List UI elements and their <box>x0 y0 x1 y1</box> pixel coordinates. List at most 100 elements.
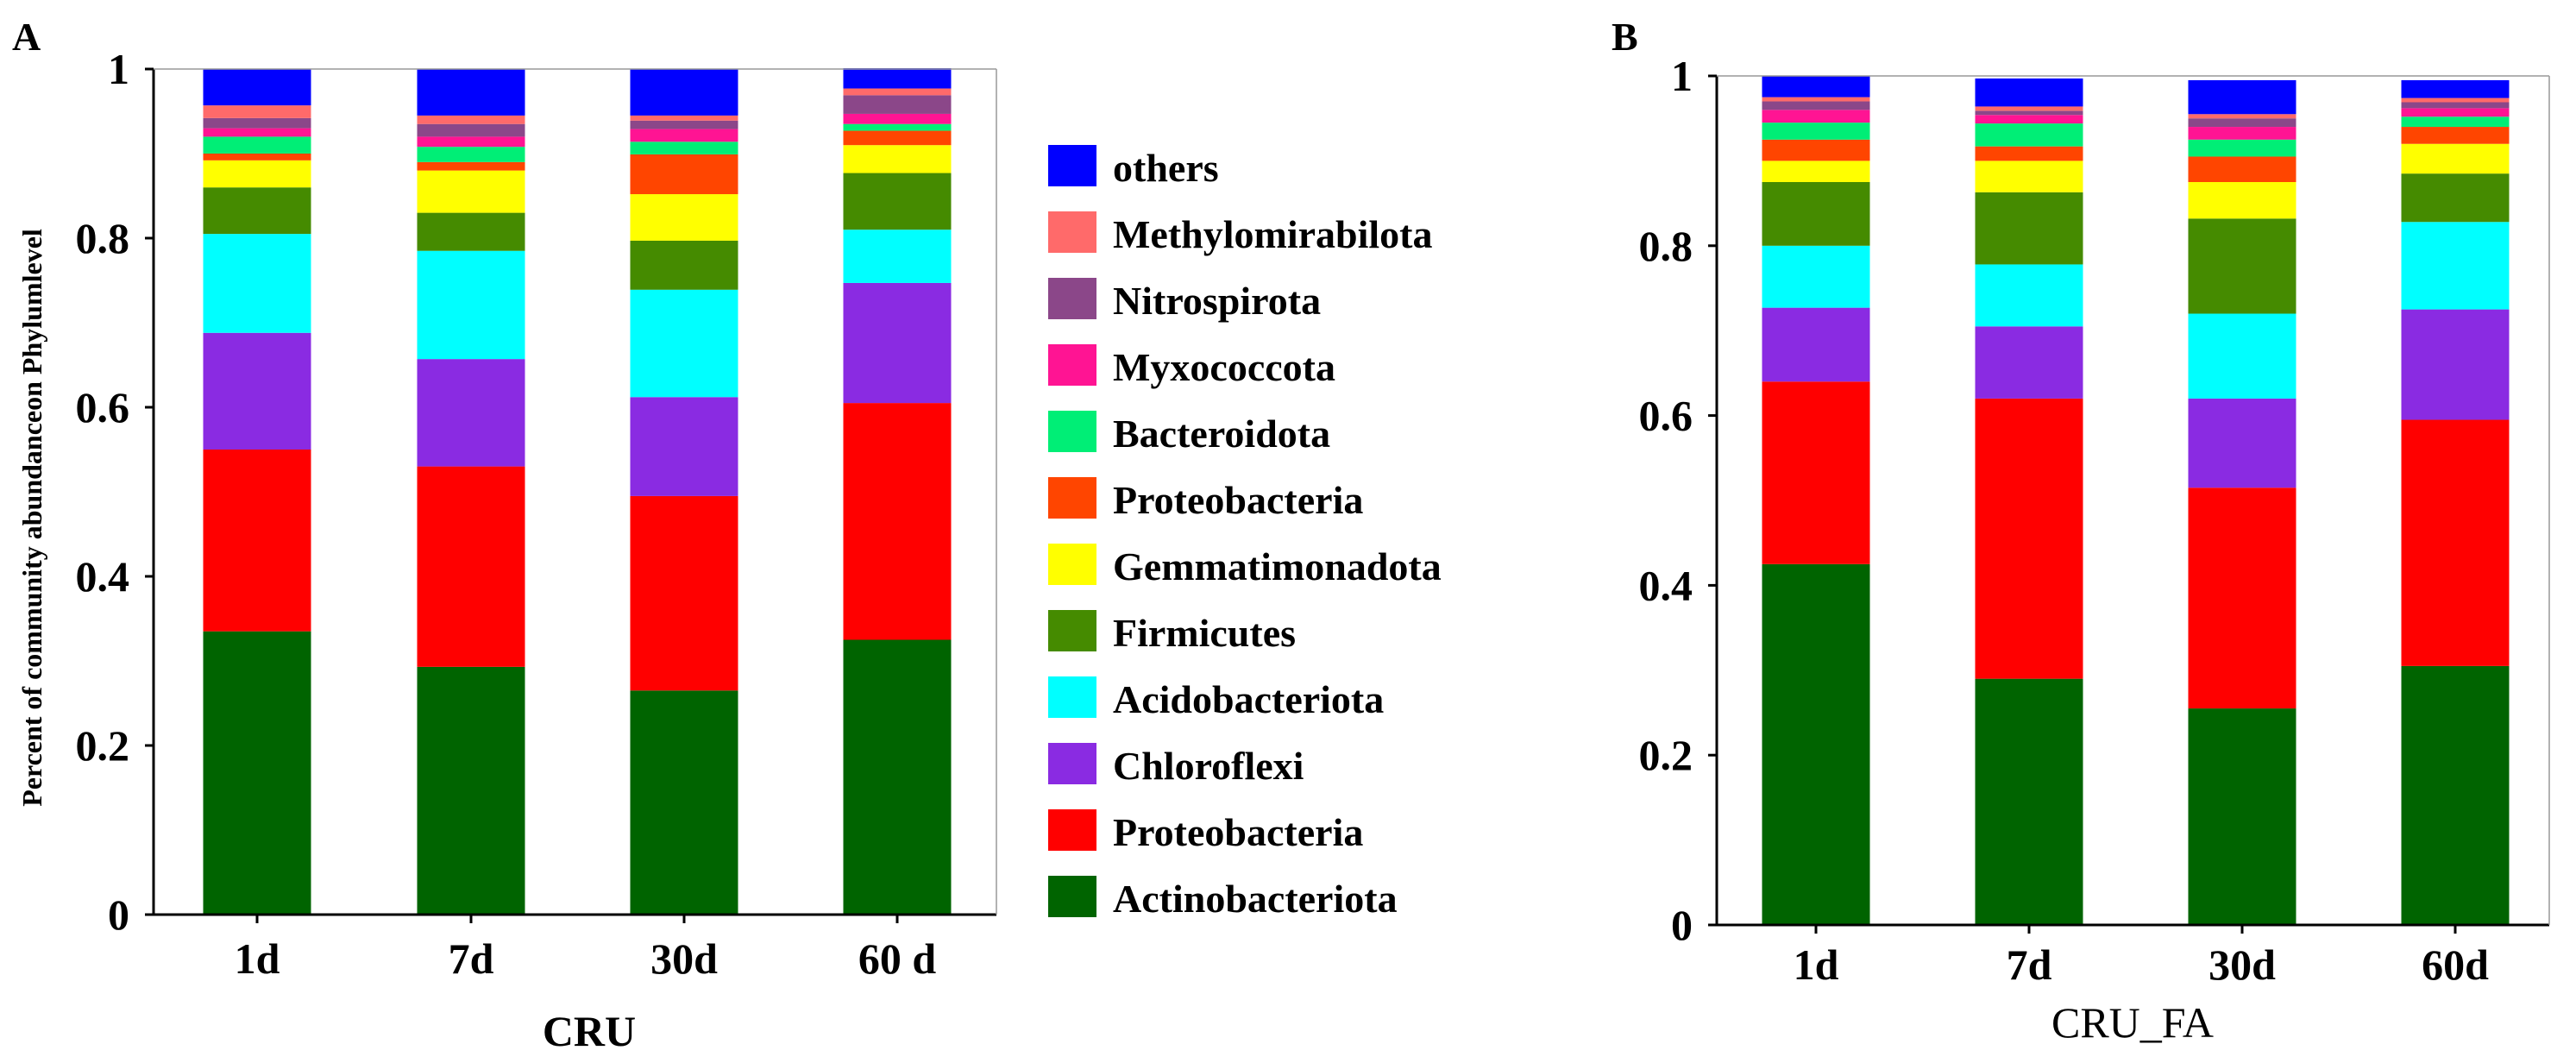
chart-panel-b: B 0 0.2 0.4 0.6 0.8 1 1d 7d 30d 60d CRU_FA <box>1612 15 2550 1047</box>
panel-letter-b: B <box>1612 15 1638 59</box>
bar-segment-a-3-bacteroidota <box>630 142 738 154</box>
bar-segment-a-3-proteobacteria <box>630 154 738 195</box>
y-tick-label: 0.8 <box>76 214 130 262</box>
legend-swatch <box>1048 610 1096 651</box>
legend-swatch <box>1048 876 1096 917</box>
bar-segment-b-1-gemmatimonadota <box>1762 160 1870 182</box>
bars-group-b <box>1762 76 2510 925</box>
bar-segment-a-1-others <box>203 69 311 106</box>
bar-segment-a-3-actinobacteriota <box>630 690 738 915</box>
bar-segment-b-3-firmicutes <box>2188 218 2296 314</box>
bar-segment-a-1-bacteroidota <box>203 136 311 154</box>
bar-segment-a-2-gemmatimonadota <box>417 170 525 213</box>
legend-label: Actinobacteriota <box>1113 877 1398 921</box>
bar-segment-b-1-bacteroidota <box>1762 123 1870 140</box>
bar-segment-b-2-acidobacteriota <box>1975 264 2083 327</box>
legend-label: Myxococcota <box>1113 345 1335 389</box>
bar-segment-b-2-actinobacteriota <box>1975 678 2083 925</box>
bar-segment-b-4-myxococcota <box>2401 108 2510 117</box>
bar-segment-b-1-chloroflexi <box>1762 307 1870 382</box>
y-tick-label: 0.8 <box>1639 222 1693 270</box>
y-tick-label: 0 <box>1671 901 1693 949</box>
bar-segment-b-3-acidobacteriota <box>2188 313 2296 399</box>
bar-segment-a-3-nitrospirota <box>630 120 738 129</box>
bar-segment-a-2-actinobacteriota <box>417 666 525 915</box>
x-tick-label: 1d <box>235 934 280 983</box>
bar-segment-b-3-chloroflexi <box>2188 398 2296 488</box>
bar-segment-a-1-myxococcota <box>203 128 311 137</box>
bar-segment-a-3-myxococcota <box>630 129 738 142</box>
bar-segment-b-3-myxococcota <box>2188 127 2296 140</box>
x-axis-label-a: CRU <box>543 1007 636 1055</box>
legend-label: Acidobacteriota <box>1113 677 1384 721</box>
bar-segment-b-4-methylomirabilota <box>2401 97 2510 103</box>
bar-segment-a-1-proteobacteria <box>203 154 311 160</box>
bar-segment-a-1-proteobacteria <box>203 450 311 632</box>
bar-segment-a-2-acidobacteriota <box>417 250 525 360</box>
bar-segment-b-1-actinobacteriota <box>1762 563 1870 925</box>
bar-segment-b-4-acidobacteriota <box>2401 222 2510 310</box>
bar-segment-b-2-gemmatimonadota <box>1975 160 2083 192</box>
bar-segment-b-1-firmicutes <box>1762 182 1870 246</box>
bar-segment-b-2-firmicutes <box>1975 192 2083 265</box>
chart-panel-a: A Percent of community abundanceon Phylu… <box>12 15 997 1055</box>
axes-a <box>152 68 997 916</box>
bar-segment-a-1-chloroflexi <box>203 332 311 450</box>
legend-label: Nitrospirota <box>1113 279 1321 323</box>
legend-swatch <box>1048 211 1096 253</box>
legend-label: Proteobacteria <box>1113 810 1363 854</box>
bar-segment-b-3-proteobacteria <box>2188 156 2296 182</box>
legend-swatch <box>1048 477 1096 519</box>
bar-segment-b-2-others <box>1975 78 2083 107</box>
bar-segment-a-4-methylomirabilota <box>843 88 952 96</box>
y-tick-label: 1 <box>108 45 129 93</box>
bar-segment-b-2-chloroflexi <box>1975 326 2083 399</box>
bar-segment-b-4-others <box>2401 79 2510 98</box>
bar-segment-b-3-bacteroidota <box>2188 139 2296 157</box>
x-tick-label: 1d <box>1794 940 1839 989</box>
bar-segment-a-1-methylomirabilota <box>203 105 311 118</box>
legend-label: Bacteroidota <box>1113 412 1330 456</box>
bar-segment-a-4-bacteroidota <box>843 123 952 131</box>
y-tick-label: 0.2 <box>1639 731 1693 779</box>
y-tick-label: 0 <box>108 890 129 939</box>
bar-segment-b-3-others <box>2188 79 2296 115</box>
bar-segment-b-1-acidobacteriota <box>1762 245 1870 308</box>
bar-segment-b-2-nitrospirota <box>1975 110 2083 116</box>
bar-segment-a-1-nitrospirota <box>203 117 311 129</box>
bar-segment-a-3-firmicutes <box>630 240 738 290</box>
bar-segment-b-1-methylomirabilota <box>1762 97 1870 102</box>
bar-segment-b-3-actinobacteriota <box>2188 708 2296 925</box>
x-tick-label: 60d <box>2422 940 2489 989</box>
x-tick-label: 7d <box>449 934 494 983</box>
bar-segment-a-2-proteobacteria <box>417 466 525 667</box>
bar-segment-b-4-actinobacteriota <box>2401 665 2510 925</box>
bar-segment-a-4-chloroflexi <box>843 282 952 404</box>
y-tick-label: 0.4 <box>1639 561 1693 609</box>
bar-segment-a-3-chloroflexi <box>630 397 738 496</box>
legend-label: Methylomirabilota <box>1113 212 1433 256</box>
bar-segment-a-1-gemmatimonadota <box>203 160 311 188</box>
bar-segment-b-1-myxococcota <box>1762 110 1870 123</box>
bar-segment-b-1-nitrospirota <box>1762 101 1870 110</box>
bar-segment-b-3-gemmatimonadota <box>2188 182 2296 219</box>
legend-swatch <box>1048 809 1096 851</box>
bar-segment-a-2-bacteroidota <box>417 147 525 162</box>
x-ticks-a: 1d 7d 30d 60 d <box>235 915 936 983</box>
y-tick-label: 0.2 <box>76 721 130 770</box>
bar-segment-b-2-methylomirabilota <box>1975 106 2083 111</box>
legend-swatch <box>1048 278 1096 319</box>
bar-segment-a-4-proteobacteria <box>843 130 952 146</box>
legend-label: others <box>1113 146 1219 190</box>
x-ticks-b: 1d 7d 30d 60d <box>1794 925 2489 989</box>
bar-segment-b-3-methylomirabilota <box>2188 114 2296 119</box>
bar-segment-a-2-methylomirabilota <box>417 115 525 124</box>
bar-segment-b-2-myxococcota <box>1975 115 2083 124</box>
bar-segment-a-2-myxococcota <box>417 136 525 148</box>
bar-segment-a-4-actinobacteriota <box>843 639 952 915</box>
legend-swatch <box>1048 676 1096 718</box>
bar-segment-a-3-methylomirabilota <box>630 115 738 121</box>
x-tick-label: 30d <box>650 934 718 983</box>
legend-label: Firmicutes <box>1113 611 1296 655</box>
bar-segment-a-4-proteobacteria <box>843 403 952 640</box>
